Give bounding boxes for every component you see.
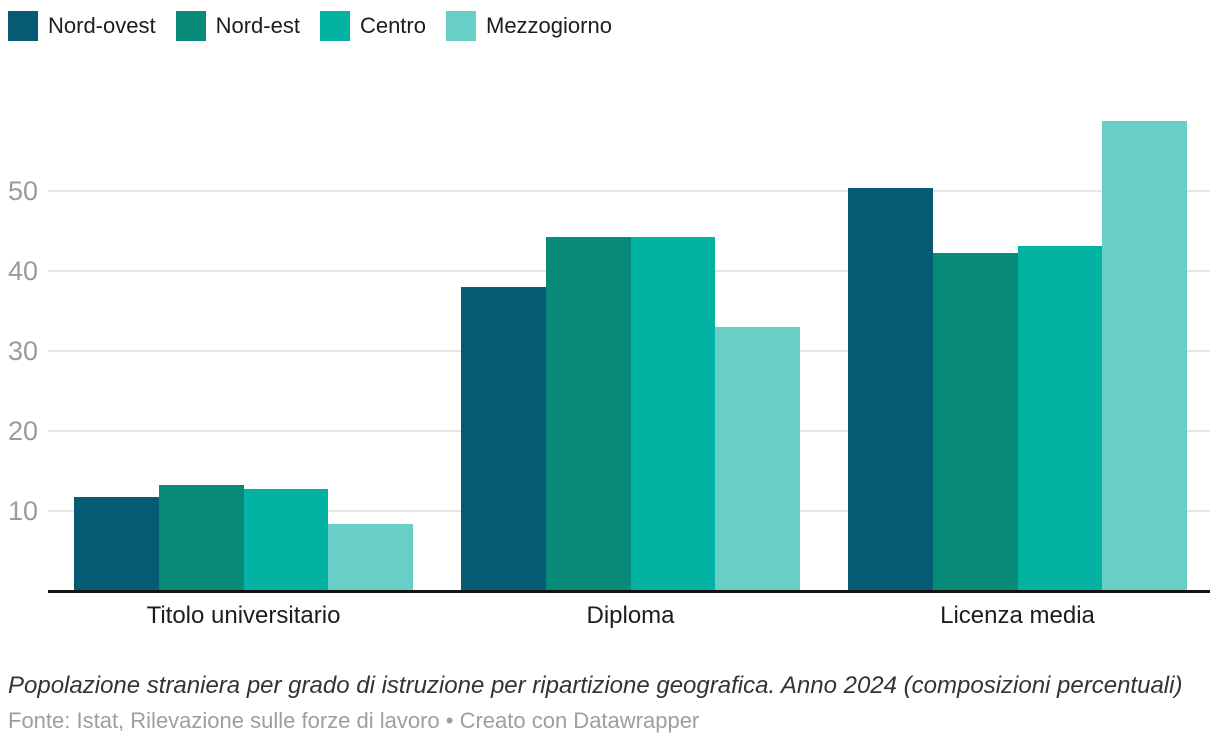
legend: Nord-ovest Nord-est Centro Mezzogiorno [8,11,612,41]
bar-centro-3 [1018,246,1102,591]
x-axis-label-2: Diploma [586,602,675,629]
legend-swatch-nord-est [175,11,206,41]
bar-nord-est-1 [159,485,244,591]
y-axis-tick-label-10: 10 [7,496,38,526]
chart-title: Popolazione straniera per grado di istru… [8,672,1183,699]
legend-label-nord-est: Nord-est [215,13,300,38]
bar-centro-2 [631,237,715,591]
legend-item-centro: Centro [319,11,426,41]
chart-source: Fonte: Istat, Rilevazione sulle forze di… [8,708,700,733]
grouped-bar-chart: 10 20 30 40 50 Titolo universitario Diploma Lic… [7,121,1210,629]
y-axis-tick-label-50: 50 [7,176,38,206]
legend-swatch-nord-ovest [8,11,38,41]
x-axis-label-1: Titolo universitario [146,602,341,629]
legend-item-nord-est: Nord-est [175,11,300,41]
bar-mezzogiorno-2 [715,327,800,591]
legend-label-nord-ovest: Nord-ovest [48,13,156,38]
bar-nord-est-3 [933,253,1018,591]
bar-nord-ovest-3 [848,188,933,591]
legend-swatch-mezzogiorno [446,11,476,41]
bar-nord-est-2 [546,237,631,591]
legend-item-nord-ovest: Nord-ovest [8,11,156,41]
legend-label-centro: Centro [359,13,426,38]
y-axis-tick-label-20: 20 [7,416,38,446]
legend-label-mezzogiorno: Mezzogiorno [486,13,612,38]
y-axis-tick-label-40: 40 [7,256,38,286]
bar-mezzogiorno-1 [328,524,413,591]
bar-mezzogiorno-3 [1102,121,1187,591]
bar-nord-ovest-1 [74,497,159,591]
x-axis-line [48,590,1210,593]
gridline-50 [48,190,1210,192]
legend-swatch-centro [319,11,350,41]
bar-centro-1 [244,489,328,591]
y-axis-tick-label-30: 30 [7,336,38,366]
legend-item-mezzogiorno: Mezzogiorno [446,11,612,41]
bar-nord-ovest-2 [461,287,546,591]
x-axis-label-3: Licenza media [940,602,1095,629]
